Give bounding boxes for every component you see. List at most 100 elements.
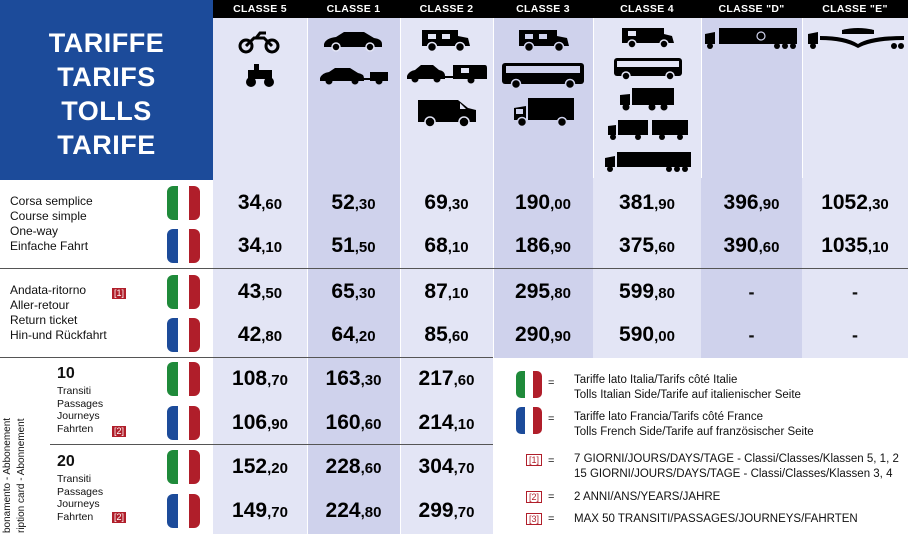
price-cell: 42,80: [237, 323, 283, 346]
price-cell: 68,10: [424, 234, 469, 257]
col-bg-classe5: [213, 18, 307, 180]
note-marker: [2]: [526, 491, 543, 503]
subscription-side-label: bonamento - Abbonement: [2, 417, 13, 533]
oversize-truck-icon: [705, 28, 797, 49]
col-body-classe2-sub: [400, 358, 493, 534]
subscription-side-label: ription card - Abonnement: [16, 418, 27, 533]
price-cell: 186,90: [515, 234, 571, 257]
price-cell-empty: -: [852, 325, 858, 345]
note-marker: [1]: [112, 288, 127, 299]
price-cell: 51,50: [331, 234, 376, 257]
price-cell: 590,00: [619, 323, 675, 346]
price-cell-empty: -: [748, 282, 755, 302]
france-flag-icon: [167, 229, 200, 263]
price-cell: 87,10: [424, 280, 469, 303]
column-header: CLASSE 4: [620, 3, 674, 15]
coach-icon: [614, 58, 682, 81]
col-body-classe3: [493, 180, 593, 358]
section-divider: [0, 268, 908, 269]
column-header: CLASSE 2: [419, 3, 474, 15]
legend-note-1-text: 7 GIORNI/JOURS/DAYS/TAGE - Classi/Classe…: [574, 453, 899, 480]
price-cell: 599,80: [619, 280, 675, 303]
van-icon: [418, 100, 476, 128]
price-cell: 160,60: [325, 411, 382, 434]
price-cell: 375,60: [619, 234, 675, 257]
france-flag-icon: [167, 406, 200, 440]
price-cell: 217,60: [418, 367, 475, 390]
ten-transits-label: Transiti Passages Journeys Fahrten: [57, 385, 104, 435]
legend-italy-text: Tariffe lato Italia/Tarifs côté Italie To…: [574, 374, 801, 401]
car-icon: [324, 32, 382, 52]
price-cell: 396,90: [723, 191, 780, 214]
france-flag-icon: [167, 318, 200, 352]
price-cell: 390,60: [723, 234, 780, 257]
legend-equals: =: [548, 377, 555, 389]
divider: [493, 18, 494, 534]
price-cell: 34,10: [237, 234, 283, 257]
price-cell: 34,60: [237, 191, 283, 214]
divider: [307, 18, 308, 534]
price-cell: 1052,30: [821, 191, 889, 214]
italy-flag-icon: [516, 371, 542, 398]
special-transport-icon: [808, 28, 904, 49]
price-cell: 106,90: [232, 411, 288, 434]
price-cell: 290,90: [515, 323, 571, 346]
col-body-classe2: [400, 180, 493, 358]
return-ticket-label: Andata-ritorno Aller-retour Return ticket…: [10, 283, 107, 342]
articulated-truck-icon: [605, 152, 691, 172]
box-truck-icon: [514, 98, 574, 128]
sidecar-icon: [246, 64, 274, 87]
price-cell: 108,70: [232, 367, 288, 390]
italy-flag-icon: [167, 275, 200, 309]
title-line: TARIFFE: [48, 28, 165, 58]
price-cell: 152,20: [232, 455, 288, 478]
price-cell-empty: -: [748, 325, 755, 345]
price-cell: 214,10: [418, 411, 475, 434]
price-cell: 295,80: [515, 280, 571, 303]
truck-trailer-icon: [608, 120, 688, 140]
column-header: CLASSE "E": [822, 3, 888, 15]
note-marker: [1]: [526, 454, 543, 466]
header-bar: [0, 0, 908, 18]
column-header: CLASSE 3: [516, 3, 570, 15]
price-cell: 299,70: [418, 499, 475, 522]
divider: [593, 18, 594, 178]
price-cell: 149,70: [232, 499, 288, 522]
divider: [400, 18, 401, 534]
price-cell: 52,30: [331, 191, 376, 214]
price-cell: 381,90: [619, 191, 675, 214]
note-marker: [3]: [526, 513, 543, 525]
twenty-transits-label: Transiti Passages Journeys Fahrten: [57, 473, 104, 523]
truck-icon: [620, 88, 674, 111]
note-marker: [2]: [112, 512, 127, 523]
france-flag-icon: [167, 494, 200, 528]
column-header: CLASSE "D": [718, 3, 785, 15]
divider: [802, 18, 803, 178]
price-cell: 64,20: [331, 323, 376, 346]
italy-flag-icon: [167, 362, 200, 396]
ten-transits-count: 10: [57, 365, 75, 382]
legend-equals: =: [548, 491, 555, 503]
motorcycle-icon: [238, 31, 280, 54]
price-cell: 163,30: [325, 367, 382, 390]
legend-equals: =: [548, 513, 555, 525]
title-line: TARIFE: [57, 130, 156, 160]
motorhome-icon: [519, 30, 569, 53]
motorhome-large-icon: [622, 28, 674, 49]
car-with-caravan-icon: [407, 65, 487, 84]
car-with-trailer-icon: [320, 68, 388, 85]
price-cell: 65,30: [331, 280, 376, 303]
divider: [701, 18, 702, 178]
price-cell: 190,00: [515, 191, 571, 214]
note-marker: [2]: [112, 426, 127, 437]
price-cell: 85,60: [424, 323, 469, 346]
price-cell-empty: -: [852, 282, 858, 302]
italy-flag-icon: [167, 450, 200, 484]
legend-france-text: Tariffe lato Francia/Tarifs côté France T…: [574, 411, 814, 438]
twenty-transits-count: 20: [57, 453, 75, 470]
italy-flag-icon: [167, 186, 200, 220]
one-way-label: Corsa semplice Course simple One-way Einfa…: [10, 194, 93, 253]
column-header: CLASSE 1: [326, 3, 381, 15]
price-cell: 304,70: [418, 455, 475, 478]
legend-note-2-text: 2 ANNI/ANS/YEARS/JAHRE: [574, 491, 721, 503]
